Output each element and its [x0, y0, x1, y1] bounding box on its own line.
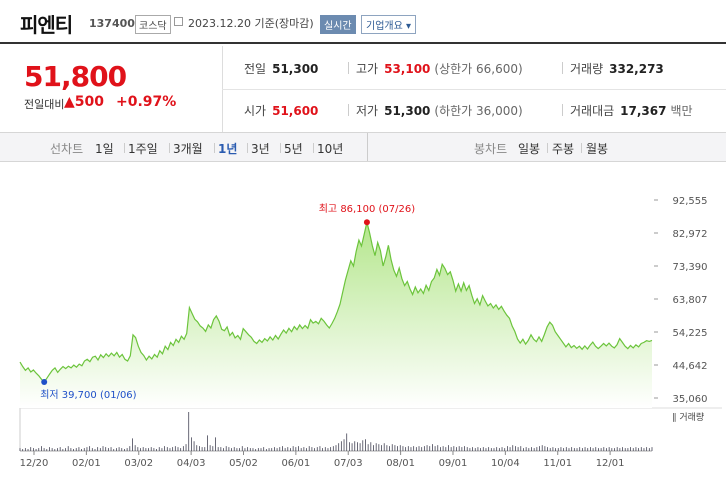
x-tick-label: 03/02	[124, 458, 153, 469]
stat-0: 전일 51,300	[244, 60, 318, 77]
stat-value: 53,100	[384, 62, 431, 76]
period-1일[interactable]: 1일	[95, 142, 114, 156]
stock-code: 137400	[89, 17, 135, 30]
x-tick-label: 08/01	[386, 458, 415, 469]
stat-label: 거래대금	[570, 104, 615, 118]
period-divider	[547, 143, 548, 153]
calendar-icon	[174, 17, 183, 26]
stat-5: 거래대금 17,367 백만	[570, 102, 693, 119]
stat-value: 17,367	[620, 104, 667, 118]
market-badge: 코스닥	[135, 15, 171, 34]
low-marker	[41, 379, 48, 386]
stock-header: 피엔티 137400 코스닥 2023.12.20 기준(장마감) 실시간 기업…	[0, 0, 726, 44]
stat-sep	[562, 62, 563, 74]
stat-label: 거래량	[570, 62, 604, 76]
period-월봉[interactable]: 월봉	[586, 142, 609, 156]
change-label: 전일대비	[24, 98, 65, 111]
y-tick-label: 54,225	[673, 328, 708, 339]
stock-name: 피엔티	[20, 13, 73, 37]
period-divider	[313, 143, 314, 153]
period-5년[interactable]: 5년	[284, 142, 303, 156]
y-tick-label: 35,060	[673, 394, 708, 405]
candle-chart-label: 봉차트	[474, 142, 508, 156]
price-change-pct: +0.97%	[116, 94, 177, 110]
stat-label: 저가	[356, 104, 379, 118]
stat-label: 전일	[244, 62, 267, 76]
x-tick-label: 06/01	[281, 458, 310, 469]
y-tick-label: 63,807	[673, 295, 708, 306]
x-tick-label: 04/03	[177, 458, 206, 469]
high-label: 최고 86,100 (07/26)	[319, 203, 415, 215]
low-label: 최저 39,700 (01/06)	[40, 389, 136, 401]
current-price: 51,800	[24, 60, 127, 93]
volume-legend: ∥ 거래량	[672, 411, 704, 423]
period-1주일[interactable]: 1주일	[128, 142, 158, 156]
period-divider	[581, 143, 582, 153]
period-3개월[interactable]: 3개월	[173, 142, 203, 156]
y-tick-label: 44,642	[673, 361, 708, 372]
high-marker	[363, 219, 370, 226]
stats-divider	[222, 89, 726, 90]
bar-divider	[367, 133, 368, 161]
x-tick-label: 02/01	[72, 458, 101, 469]
chart-period-bar: 선차트 1일 1주일 3개월 1년 3년 5년 10년 봉차트 일봉 주봉 월봉	[0, 132, 726, 162]
period-divider	[169, 143, 170, 153]
period-일봉[interactable]: 일봉	[518, 142, 541, 156]
price-line	[19, 222, 653, 383]
stat-sub: (하한가 36,000)	[434, 104, 523, 118]
period-1년[interactable]: 1년	[218, 142, 238, 156]
x-tick-label: 12/20	[20, 458, 49, 469]
y-tick-label: 73,390	[673, 262, 708, 273]
stat-label: 시가	[244, 104, 267, 118]
x-tick-label: 09/01	[439, 458, 468, 469]
stat-value: 51,300	[272, 62, 319, 76]
x-tick-label: 07/03	[334, 458, 363, 469]
quote-date: 2023.12.20 기준(장마감)	[188, 17, 314, 30]
stat-sep	[348, 62, 349, 74]
stat-sep	[562, 104, 563, 116]
y-tick-label: 92,555	[673, 196, 708, 207]
stat-label: 고가	[356, 62, 379, 76]
x-tick-label: 12/01	[596, 458, 625, 469]
period-divider	[124, 143, 125, 153]
price-change: ▲500	[64, 94, 104, 110]
stat-sep	[348, 104, 349, 116]
x-tick-label: 11/01	[543, 458, 572, 469]
stat-4: 저가 51,300 (하한가 36,000)	[356, 102, 523, 119]
period-divider	[280, 143, 281, 153]
company-info-dropdown[interactable]: 기업개요 ▾	[361, 15, 416, 34]
period-divider	[247, 143, 248, 153]
stat-2: 거래량 332,273	[570, 60, 664, 77]
stat-sub: 백만	[670, 104, 693, 118]
x-tick-label: 10/04	[491, 458, 520, 469]
x-tick-label: 05/02	[229, 458, 258, 469]
stat-3: 시가 51,600	[244, 102, 318, 119]
stat-1: 고가 53,100 (상한가 66,600)	[356, 60, 523, 77]
stat-value: 332,273	[609, 62, 664, 76]
period-divider	[214, 143, 215, 153]
stat-value: 51,600	[272, 104, 319, 118]
stat-sub: (상한가 66,600)	[434, 62, 523, 76]
period-3년[interactable]: 3년	[251, 142, 270, 156]
realtime-button[interactable]: 실시간	[320, 15, 356, 34]
stat-value: 51,300	[384, 104, 431, 118]
line-chart-label: 선차트	[50, 142, 84, 156]
period-주봉[interactable]: 주봉	[552, 142, 575, 156]
period-10년[interactable]: 10년	[317, 142, 344, 156]
y-tick-label: 82,972	[673, 229, 708, 240]
